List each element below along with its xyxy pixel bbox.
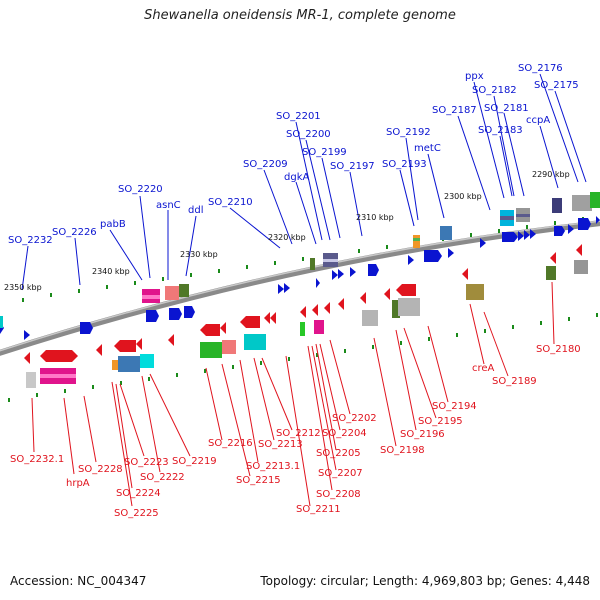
reverse-leader-lines (31, 281, 555, 507)
gene-label: SO_2180 (536, 344, 581, 355)
gene-label: ddl (188, 205, 203, 216)
gene-label: SO_2219 (172, 456, 217, 467)
gene-label: SO_2216 (208, 438, 253, 449)
gene-label: SO_2205 (316, 448, 361, 459)
gene-label: SO_2208 (316, 489, 361, 500)
topology-text: Topology: circular; Length: 4,969,803 bp… (260, 574, 590, 588)
gene-label: SO_2202 (332, 413, 377, 424)
gene-label: SO_2194 (432, 401, 477, 412)
gene-label: SO_2213.1 (246, 461, 300, 472)
gene-label: SO_2213 (258, 439, 303, 450)
gene-label: SO_2210 (208, 197, 253, 208)
gene-label: SO_2211 (296, 504, 341, 515)
gene-label: SO_2181 (484, 103, 529, 114)
gene-label: SO_2223 (124, 457, 169, 468)
gene-label: hrpA (66, 478, 90, 489)
scale-ticks-lower (8, 313, 598, 402)
gene-label: asnC (156, 200, 181, 211)
footer: Accession: NC_004347 Topology: circular;… (0, 574, 600, 592)
gene-label: SO_2212 (276, 428, 321, 439)
reverse-gene-labels: SO_2232.1 hrpA SO_2228 SO_2225 SO_2224 S… (10, 344, 581, 519)
reverse-feature-boxes (26, 260, 588, 388)
gene-label: SO_2225 (114, 508, 159, 519)
gene-label: SO_2192 (386, 127, 431, 138)
gene-label: SO_2183 (478, 125, 523, 136)
gene-label: creA (472, 363, 495, 374)
gene-label: SO_2220 (118, 184, 163, 195)
scale-label: 2290 kbp (532, 170, 570, 179)
scale-label: 2340 kbp (92, 267, 130, 276)
gene-label: SO_2176 (518, 63, 563, 74)
scale-label: 2350 kbp (4, 283, 42, 292)
scale-label: 2320 kbp (268, 233, 306, 242)
accession-text: Accession: NC_004347 (10, 574, 147, 588)
gene-label: SO_2232 (8, 235, 53, 246)
gene-label: SO_2187 (432, 105, 477, 116)
gene-label: pabB (100, 219, 126, 230)
forward-feature-boxes (0, 192, 600, 328)
gene-label: SO_2222 (140, 472, 185, 483)
gene-label: SO_2209 (243, 159, 288, 170)
gene-label: SO_2175 (534, 80, 579, 91)
forward-gene-labels: SO_2232 SO_2226 pabB SO_2220 asnC ddl SO… (8, 63, 579, 246)
gene-label: metC (414, 143, 441, 154)
gene-label: SO_2199 (302, 147, 347, 158)
gene-label: SO_2201 (276, 111, 321, 122)
gene-label: SO_2224 (116, 488, 161, 499)
gene-label: SO_2198 (380, 445, 425, 456)
genome-backbone-highlight (0, 220, 600, 352)
gene-label: SO_2228 (78, 464, 123, 475)
genome-backbone (0, 220, 600, 356)
gene-label: SO_2232.1 (10, 454, 64, 465)
map-title: Shewanella oneidensis MR-1, complete gen… (144, 8, 456, 23)
gene-label: SO_2195 (418, 416, 463, 427)
gene-label: SO_2196 (400, 429, 445, 440)
reverse-strand-features (24, 244, 582, 364)
gene-label: dgkA (284, 172, 309, 183)
gene-label: SO_2189 (492, 376, 537, 387)
forward-leader-lines (21, 73, 587, 291)
gene-label: SO_2200 (286, 129, 331, 140)
gene-label: SO_2204 (322, 428, 367, 439)
scale-label: 2330 kbp (180, 250, 218, 259)
scale-label: 2300 kbp (444, 192, 482, 201)
gene-label: SO_2207 (318, 468, 363, 479)
gene-label: ccpA (526, 115, 550, 126)
gene-label: SO_2182 (472, 85, 517, 96)
gene-label: ppx (465, 71, 484, 82)
scale-label: 2310 kbp (356, 213, 394, 222)
gene-label: SO_2193 (382, 159, 427, 170)
forward-strand-features (0, 216, 600, 340)
gene-label: SO_2215 (236, 475, 281, 486)
gene-label: SO_2226 (52, 227, 97, 238)
gene-label: SO_2197 (330, 161, 375, 172)
